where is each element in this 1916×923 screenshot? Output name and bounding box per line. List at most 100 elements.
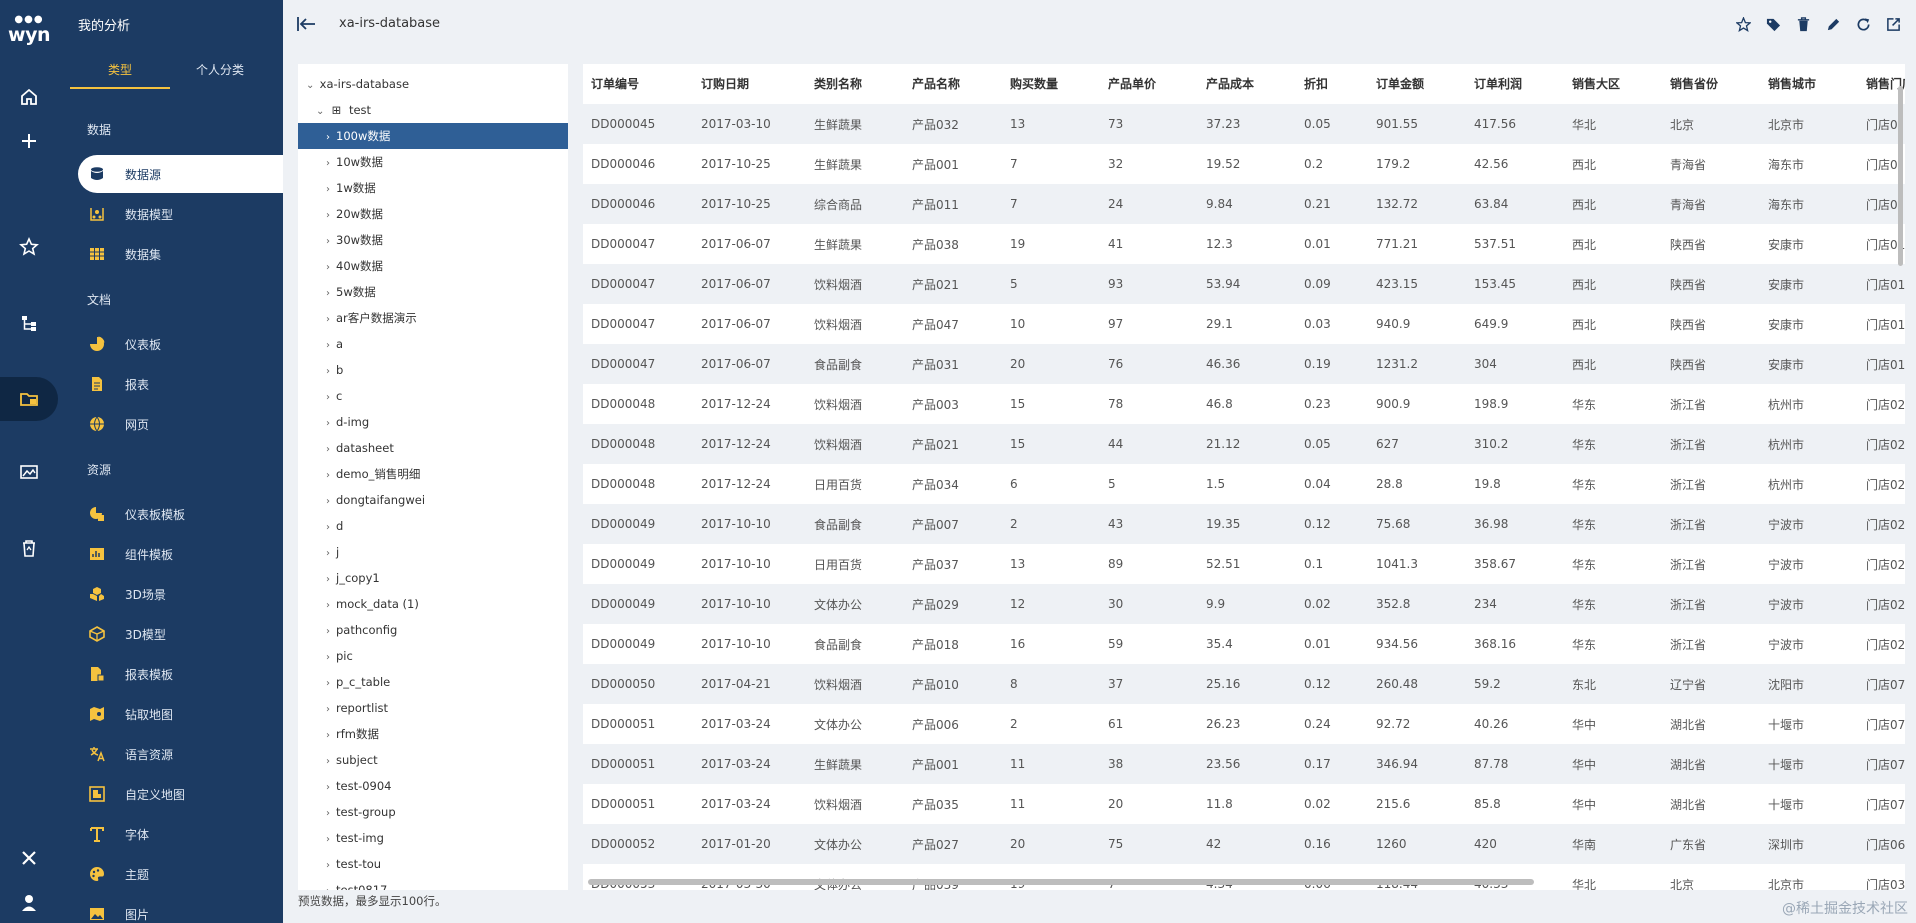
menu-item-font[interactable]: 字体	[78, 815, 283, 853]
open-external-button[interactable]	[1882, 14, 1904, 34]
tree-table-item[interactable]: › 30w数据	[298, 227, 568, 253]
horizontal-scrollbar[interactable]	[583, 879, 1905, 886]
table-row: DD000049 2017-10-10 食品副食 产品007 2 43 19.35 0.12 7…	[583, 504, 1905, 544]
tree-table-item[interactable]: › p_c_table	[298, 669, 568, 695]
column-header[interactable]: 订单利润	[1474, 76, 1523, 91]
edit-button[interactable]	[1822, 14, 1844, 34]
tree-table-item[interactable]: › test-group	[298, 799, 568, 825]
column-header[interactable]: 购买数量	[1010, 76, 1059, 91]
delete-button[interactable]	[1792, 14, 1814, 34]
tree-table-item[interactable]: › 1w数据	[298, 175, 568, 201]
tree-table-item[interactable]: › subject	[298, 747, 568, 773]
table-cell: 28.8	[1376, 477, 1403, 491]
column-header[interactable]: 销售城市	[1768, 76, 1817, 91]
column-header[interactable]: 销售门店	[1866, 76, 1905, 91]
menu-item-3d-scene[interactable]: 3D场景	[78, 575, 283, 613]
tree-table-item[interactable]: › pathconfig	[298, 617, 568, 643]
column-header[interactable]: 销售大区	[1572, 76, 1621, 91]
tree-table-item[interactable]: › j	[298, 539, 568, 565]
column-header[interactable]: 产品单价	[1108, 76, 1157, 91]
tree-root[interactable]: ⌄ xa-irs-database	[298, 71, 568, 97]
menu-item-dashboard[interactable]: 仪表板	[78, 325, 283, 363]
tree-table-item[interactable]: › b	[298, 357, 568, 383]
table-cell: 1.5	[1206, 477, 1226, 491]
tree-table-item[interactable]: › reportlist	[298, 695, 568, 721]
tree-table-item[interactable]: › pic	[298, 643, 568, 669]
tree-table-item[interactable]: › dongtaifangwei	[298, 487, 568, 513]
column-header[interactable]: 销售省份	[1670, 76, 1719, 91]
rail-home[interactable]	[0, 75, 58, 119]
rail-recycle-bin[interactable]	[0, 526, 58, 570]
tree-table-item[interactable]: › demo_销售明细	[298, 461, 568, 487]
column-header[interactable]: 订单金额	[1376, 76, 1425, 91]
vertical-scroll-thumb[interactable]	[1898, 86, 1903, 266]
table-cell: 2017-03-10	[701, 117, 771, 131]
rail-favorites[interactable]	[0, 225, 58, 269]
menu-item-datasource[interactable]: 数据源	[78, 155, 283, 193]
icon-rail: ●●● wyn	[0, 0, 58, 923]
tag-button[interactable]	[1762, 14, 1784, 34]
tab-type[interactable]: 类型	[70, 55, 170, 89]
horizontal-scroll-thumb[interactable]	[588, 879, 1534, 885]
rail-gallery[interactable]	[0, 450, 58, 494]
table-cell: 华东	[1572, 517, 1597, 532]
tree-table-item[interactable]: › d	[298, 513, 568, 539]
menu-item-report-template[interactable]: 报表模板	[78, 655, 283, 693]
tree-table-item[interactable]: › 100w数据	[298, 123, 568, 149]
menu-item-picture[interactable]: 图片	[78, 895, 283, 923]
tree-table-item[interactable]: › j_copy1	[298, 565, 568, 591]
vertical-scrollbar[interactable]	[1898, 86, 1903, 886]
menu-item-3d-model[interactable]: 3D模型	[78, 615, 283, 653]
table-row: DD000048 2017-12-24 饮料烟酒 产品021 15 44 21.12 0.05…	[583, 424, 1905, 464]
tree-table-item[interactable]: › mock_data (1)	[298, 591, 568, 617]
column-header[interactable]: 订购日期	[701, 76, 750, 91]
menu-item-custom-map[interactable]: 自定义地图	[78, 775, 283, 813]
table-cell: 宁波市	[1768, 517, 1805, 532]
pie-chart-icon	[88, 335, 106, 353]
table-cell: 368.16	[1474, 637, 1516, 651]
column-header[interactable]: 产品成本	[1206, 76, 1255, 91]
tree-table-item[interactable]: › rfm数据	[298, 721, 568, 747]
tree-table-label: p_c_table	[336, 675, 391, 689]
tree-table-item[interactable]: › 40w数据	[298, 253, 568, 279]
favorite-button[interactable]	[1732, 14, 1754, 34]
table-cell: 华南	[1572, 837, 1597, 852]
column-header[interactable]: 订单编号	[591, 76, 640, 91]
menu-item-webpage[interactable]: 网页	[78, 405, 283, 443]
menu-item-component-template[interactable]: 组件模板	[78, 535, 283, 573]
menu-item-report[interactable]: 报表	[78, 365, 283, 403]
rail-my-analysis[interactable]	[0, 377, 58, 421]
tree-table-item[interactable]: › c	[298, 383, 568, 409]
tree-table-item[interactable]: › 10w数据	[298, 149, 568, 175]
tree-table-label: a	[336, 337, 344, 351]
column-header[interactable]: 类别名称	[814, 76, 863, 91]
menu-item-data-model[interactable]: 数据模型	[78, 195, 283, 233]
menu-item-dashboard-template[interactable]: 仪表板模板	[78, 495, 283, 533]
menu-item-theme[interactable]: 主题	[78, 855, 283, 893]
tree-table-item[interactable]: ›test0817	[298, 877, 568, 890]
tree-table-item[interactable]: › ar客户数据演示	[298, 305, 568, 331]
tree-table-item[interactable]: › 5w数据	[298, 279, 568, 305]
tree-table-item[interactable]: › test-0904	[298, 773, 568, 799]
tab-personal-category[interactable]: 个人分类	[195, 63, 244, 77]
tree-schema[interactable]: ⌄ ⊞ test	[298, 97, 568, 123]
rail-user[interactable]	[0, 881, 58, 923]
rail-hierarchy[interactable]	[0, 301, 58, 345]
tree-table-item[interactable]: › test-tou	[298, 851, 568, 877]
column-header[interactable]: 产品名称	[912, 76, 961, 91]
tree-table-item[interactable]: › datasheet	[298, 435, 568, 461]
table-cell: 产品038	[912, 237, 959, 252]
rail-tools[interactable]	[0, 836, 58, 880]
rail-create[interactable]	[0, 119, 58, 163]
menu-item-dataset[interactable]: 数据集	[78, 235, 283, 273]
menu-item-language-resources[interactable]: 语言资源	[78, 735, 283, 773]
column-header[interactable]: 折扣	[1304, 76, 1329, 91]
tree-table-item[interactable]: › d-img	[298, 409, 568, 435]
wyn-logo[interactable]: ●●● wyn	[8, 14, 50, 46]
tree-table-item[interactable]: › test-img	[298, 825, 568, 851]
refresh-button[interactable]	[1852, 14, 1874, 34]
tree-table-item[interactable]: › a	[298, 331, 568, 357]
menu-item-drill-map[interactable]: 钻取地图	[78, 695, 283, 733]
collapse-back-button[interactable]	[297, 15, 317, 33]
tree-table-item[interactable]: › 20w数据	[298, 201, 568, 227]
